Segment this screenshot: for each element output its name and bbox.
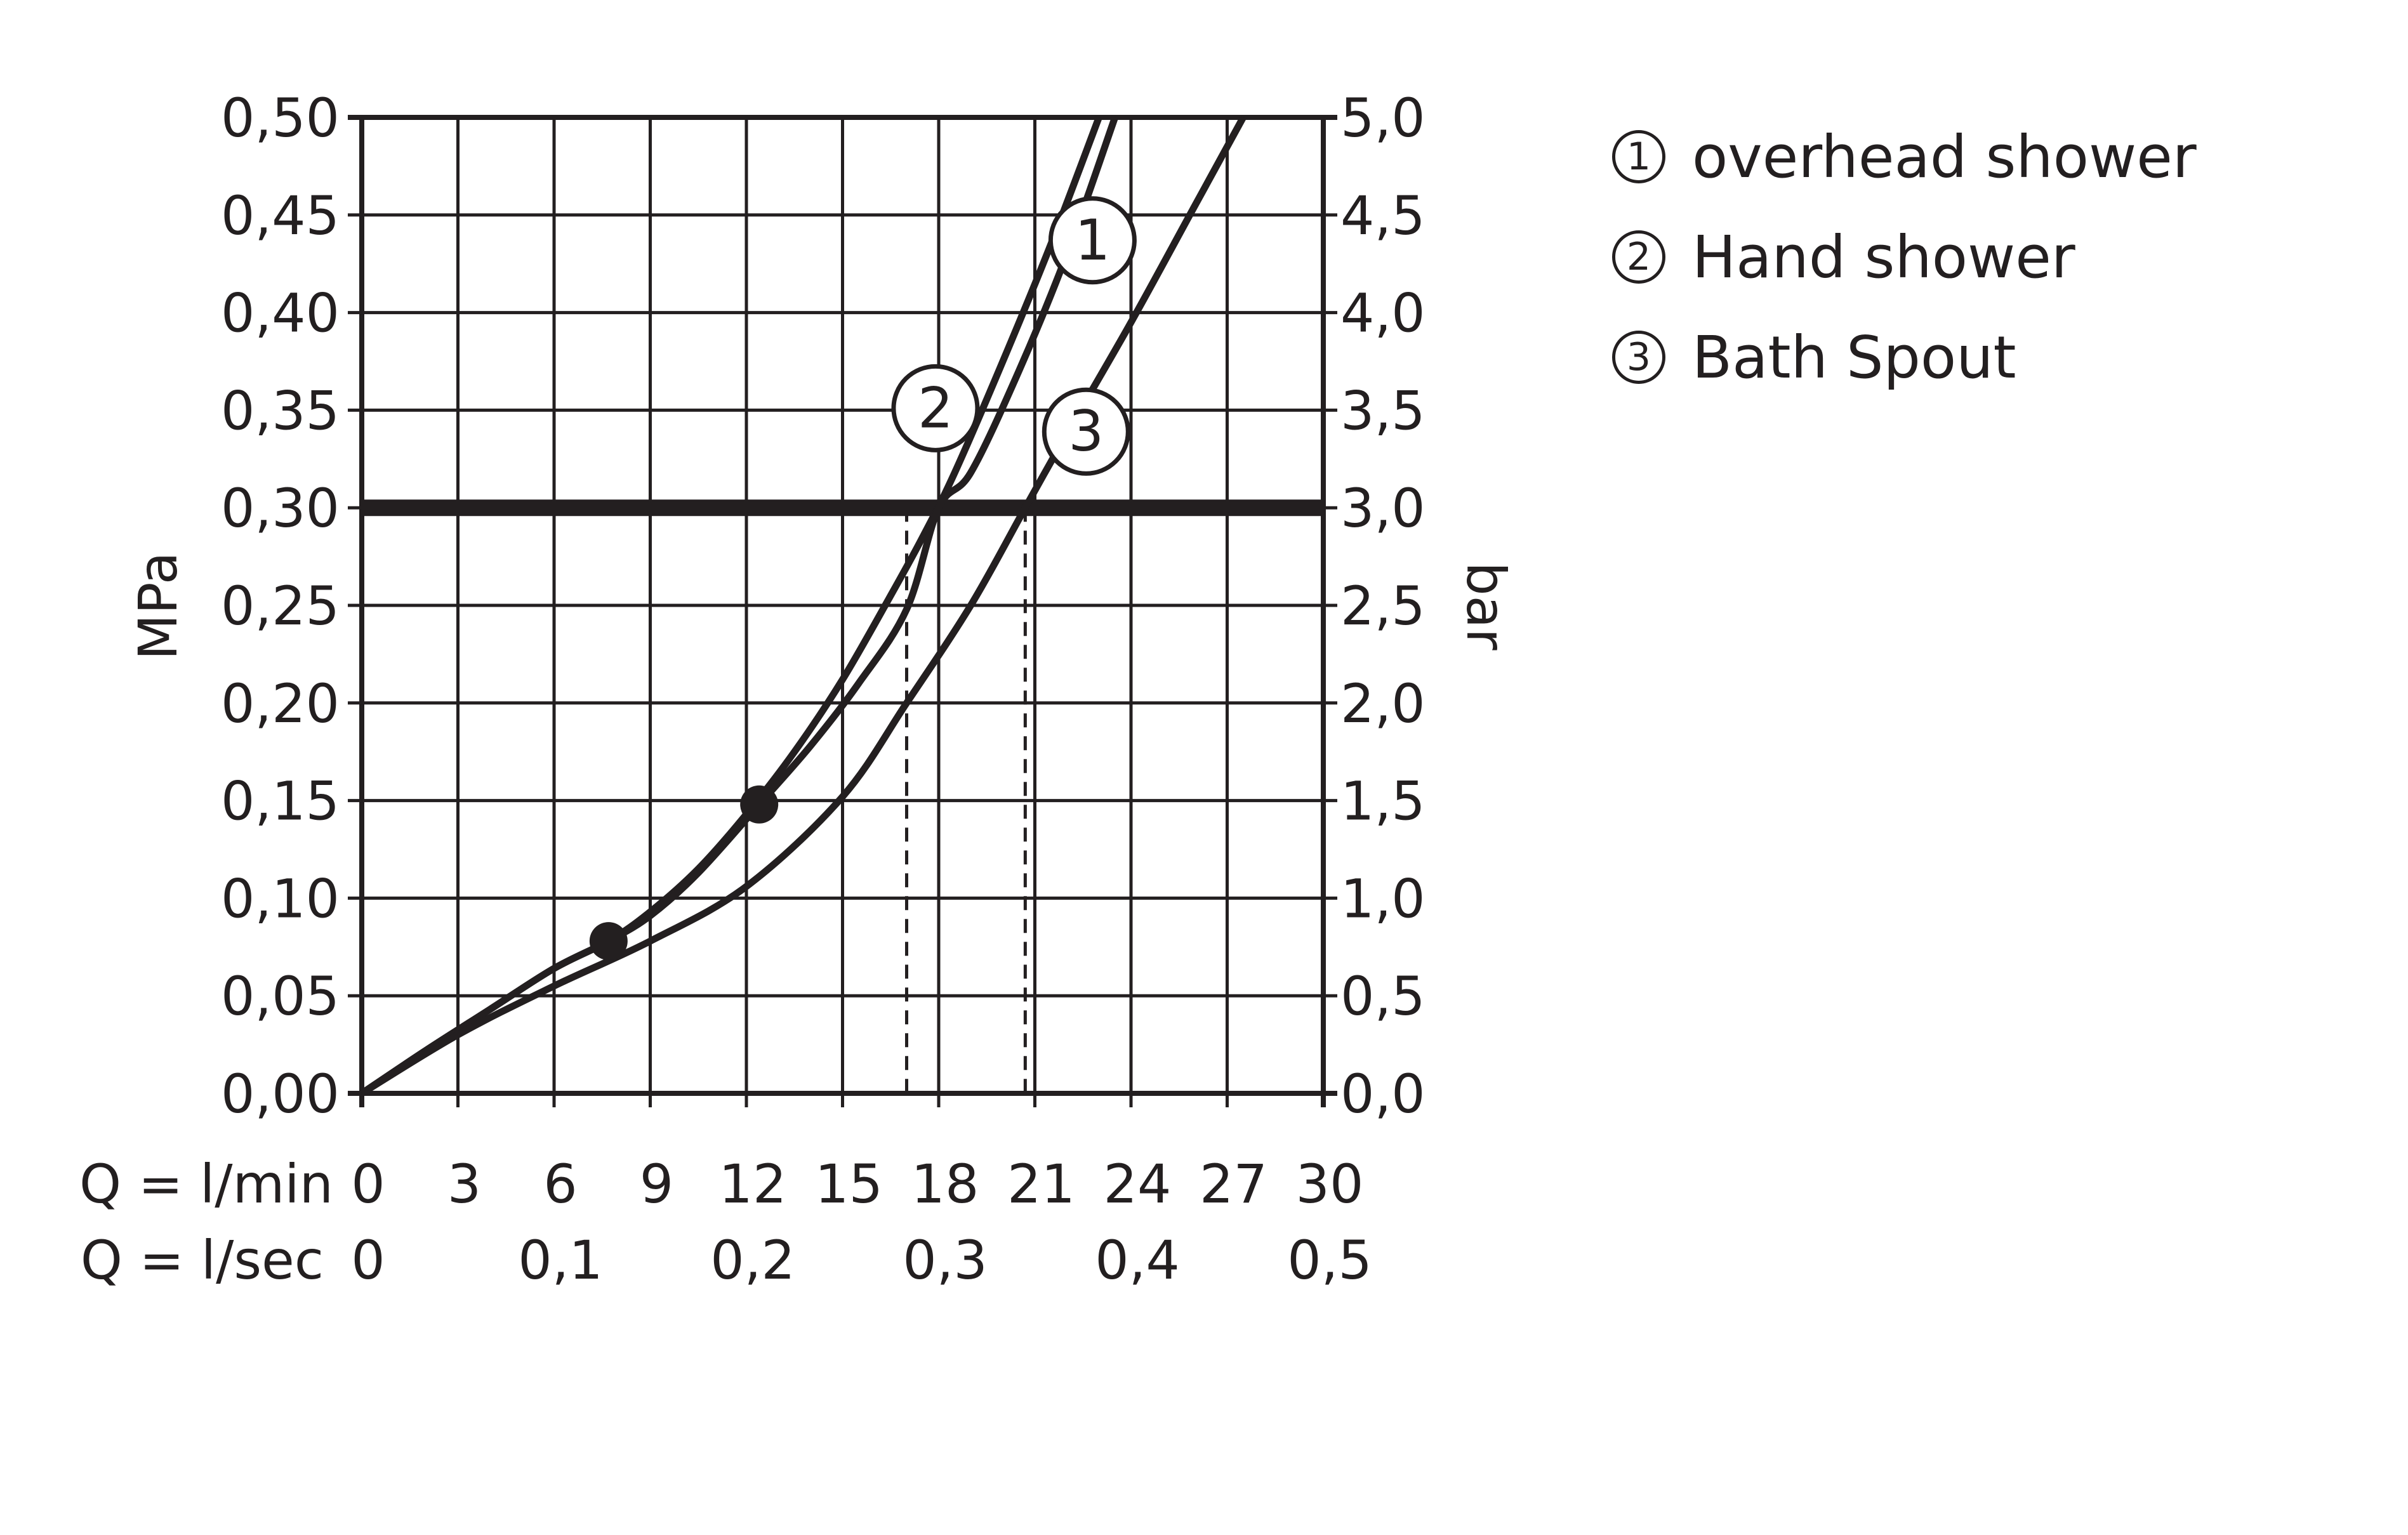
y-left-tick-label: 0,25 <box>221 575 340 637</box>
x-lmin-tick-label: 24 <box>1104 1153 1172 1215</box>
curve-label-1: 1 <box>1048 196 1137 285</box>
x-lmin-tick-label: 6 <box>543 1153 577 1215</box>
x-lmin-tick-label: 9 <box>640 1153 673 1215</box>
legend-label-bath-spout: Bath Spout <box>1692 323 2016 392</box>
y-right-tick-label: 0,0 <box>1340 1063 1426 1125</box>
curve-label-circle <box>1042 387 1130 476</box>
y-axis-title-left: MPa <box>127 552 189 661</box>
curve-label-text: 1 <box>1075 208 1110 273</box>
x-lsec-tick-label: 0,5 <box>1287 1229 1372 1291</box>
y-right-tick-label: 1,0 <box>1340 867 1426 930</box>
x-lmin-tick-label: 18 <box>911 1153 979 1215</box>
x-lsec-tick-label: 0,3 <box>903 1229 988 1291</box>
curve-label-text: 2 <box>918 375 953 440</box>
x-lsec-tick-label: 0,1 <box>518 1229 603 1291</box>
y-right-tick-label: 5,0 <box>1340 87 1426 149</box>
y-right-tick-label: 2,0 <box>1340 673 1426 735</box>
curve-label-3: 3 <box>1042 387 1130 476</box>
curve-label-2: 2 <box>891 364 980 452</box>
x-lsec-tick-label: 0,2 <box>710 1229 795 1291</box>
legend-marker-2: 2 <box>1612 230 1665 284</box>
x-lmin-tick-label: 30 <box>1296 1153 1364 1215</box>
legend-item-overhead-shower: 1 overhead shower <box>1612 107 2197 207</box>
y-left-tick-label: 0,00 <box>221 1063 340 1125</box>
y-left-tick-label: 0,45 <box>221 185 340 247</box>
y-right-tick-label: 3,5 <box>1340 379 1426 442</box>
y-axis-title-right: bar <box>1455 562 1517 650</box>
curve-label-text: 3 <box>1068 399 1104 464</box>
y-left-tick-label: 0,05 <box>221 965 340 1027</box>
legend-item-bath-spout: 3 Bath Spout <box>1612 307 2197 407</box>
legend-label-hand-shower: Hand shower <box>1692 223 2075 291</box>
x-lmin-tick-label: 3 <box>447 1153 481 1215</box>
y-left-tick-label: 0,30 <box>221 477 340 539</box>
y-left-tick-label: 0,40 <box>221 282 340 345</box>
y-right-tick-label: 3,0 <box>1340 477 1426 539</box>
marker-layer <box>589 785 779 961</box>
x-lmin-tick-label: 15 <box>815 1153 883 1215</box>
grid <box>348 115 1337 1107</box>
series-line-2 <box>359 116 1118 1097</box>
x-lmin-tick-label: 27 <box>1200 1153 1267 1215</box>
legend: 1 overhead shower 2 Hand shower 3 Bath S… <box>1612 107 2197 407</box>
x-lmin-tick-label: 0 <box>351 1153 385 1215</box>
legend-marker-1: 1 <box>1612 130 1665 183</box>
y-left-tick-label: 0,20 <box>221 673 340 735</box>
y-left-tick-label: 0,15 <box>221 770 340 833</box>
curve-label-circle <box>1048 196 1137 285</box>
y-right-tick-label: 4,0 <box>1340 282 1426 345</box>
y-right-tick-label: 4,5 <box>1340 185 1426 247</box>
curve-label-layer: 1 2 3 <box>891 196 1137 476</box>
y-right-tick-label: 1,5 <box>1340 770 1426 833</box>
y-left-tick-label: 0,35 <box>221 379 340 442</box>
legend-label-overhead-shower: overhead shower <box>1692 122 2197 191</box>
data-point-marker <box>589 922 628 961</box>
y-right-tick-label: 2,5 <box>1340 575 1426 637</box>
y-left-tick-label: 0,50 <box>221 87 340 149</box>
data-point-marker <box>740 785 779 824</box>
legend-item-hand-shower: 2 Hand shower <box>1612 207 2197 307</box>
x-lmin-tick-label: 12 <box>719 1153 787 1215</box>
x-axis-title-lmin: Q = l/min <box>79 1153 333 1215</box>
x-lmin-tick-label: 21 <box>1007 1153 1075 1215</box>
y-right-tick-label: 0,5 <box>1340 965 1426 1027</box>
legend-marker-3: 3 <box>1612 331 1665 384</box>
series-layer <box>359 115 1247 1097</box>
x-axis-title-lsec: Q = l/sec <box>81 1229 324 1291</box>
x-lsec-tick-label: 0 <box>351 1229 385 1291</box>
tick-label-layer: 0,000,050,100,150,200,250,300,350,400,45… <box>221 87 1426 1291</box>
y-left-tick-label: 0,10 <box>221 867 340 930</box>
series-line-3 <box>360 115 1247 1097</box>
x-lsec-tick-label: 0,4 <box>1095 1229 1180 1291</box>
curve-label-circle <box>891 364 980 452</box>
